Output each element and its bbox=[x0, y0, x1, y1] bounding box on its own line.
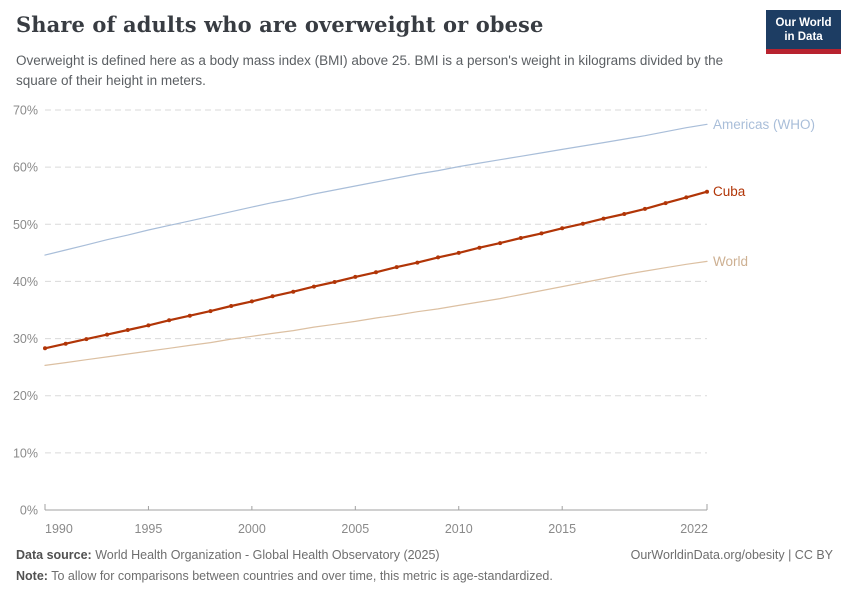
owid-logo-line2: in Data bbox=[784, 31, 823, 43]
series-marker bbox=[229, 304, 234, 308]
series-marker bbox=[332, 280, 337, 284]
y-tick-label-50: 50% bbox=[13, 218, 38, 232]
series-marker bbox=[353, 274, 358, 279]
x-tick-label-1995: 1995 bbox=[135, 522, 163, 536]
owid-logo-line1: Our World bbox=[775, 17, 832, 29]
series-marker bbox=[560, 226, 565, 231]
series-marker bbox=[374, 270, 378, 275]
note-text: To allow for comparisons between countri… bbox=[47, 569, 553, 583]
owid-logo: Our World in Data bbox=[766, 10, 841, 54]
x-tick-label-2010: 2010 bbox=[445, 522, 473, 536]
data-source-label: Data source: bbox=[16, 548, 92, 562]
y-tick-label-70: 70% bbox=[13, 104, 38, 118]
series-marker bbox=[249, 299, 254, 304]
series-marker bbox=[291, 289, 296, 294]
series-marker bbox=[270, 294, 275, 299]
y-tick-label-10: 10% bbox=[13, 446, 38, 460]
chart-footer: Data source: World Health Organization -… bbox=[16, 548, 833, 562]
series-marker bbox=[84, 337, 89, 342]
data-source-text: World Health Organization - Global Healt… bbox=[91, 548, 440, 562]
series-marker bbox=[125, 328, 130, 332]
series-label-americas-who-: Americas (WHO) bbox=[713, 117, 815, 132]
series-marker bbox=[684, 195, 689, 200]
y-tick-label-60: 60% bbox=[13, 161, 38, 175]
series-marker bbox=[601, 216, 606, 221]
series-label-world: World bbox=[713, 254, 748, 269]
chart-subtitle: Overweight is defined here as a body mas… bbox=[16, 53, 724, 88]
x-tick-label-2000: 2000 bbox=[238, 522, 266, 536]
series-marker bbox=[415, 260, 420, 265]
series-marker bbox=[208, 309, 213, 314]
x-tick-label-2022: 2022 bbox=[680, 522, 708, 536]
series-line-world bbox=[44, 260, 708, 366]
series-marker bbox=[311, 284, 316, 289]
series-marker bbox=[394, 265, 399, 270]
series-marker bbox=[146, 323, 151, 328]
x-tick-label-2005: 2005 bbox=[341, 522, 369, 536]
series-line-cuba bbox=[43, 190, 709, 350]
series-marker bbox=[477, 245, 482, 250]
series-marker bbox=[105, 332, 110, 337]
series-marker bbox=[705, 189, 709, 194]
y-tick-label-30: 30% bbox=[13, 332, 38, 346]
page-title: Share of adults who are overweight or ob… bbox=[16, 12, 544, 37]
license-text: OurWorldinData.org/obesity | CC BY bbox=[630, 548, 833, 562]
series-marker bbox=[518, 236, 523, 240]
y-tick-label-40: 40% bbox=[13, 275, 38, 289]
x-tick-label-1990: 1990 bbox=[45, 522, 73, 536]
series-marker bbox=[63, 341, 68, 346]
y-tick-label-0: 0% bbox=[20, 504, 38, 518]
series-marker bbox=[580, 221, 585, 226]
series-marker bbox=[187, 313, 192, 318]
y-tick-label-20: 20% bbox=[13, 389, 38, 403]
series-marker bbox=[539, 231, 544, 236]
chart-note: Note: To allow for comparisons between c… bbox=[16, 569, 553, 583]
series-marker bbox=[642, 206, 647, 211]
x-tick-label-2015: 2015 bbox=[548, 522, 576, 536]
series-marker bbox=[167, 318, 172, 323]
series-line-americas-who- bbox=[44, 123, 708, 256]
series-marker bbox=[456, 250, 461, 255]
series-marker bbox=[622, 212, 627, 216]
series-marker bbox=[663, 201, 668, 206]
series-marker bbox=[43, 346, 47, 351]
data-source-line: Data source: World Health Organization -… bbox=[16, 548, 440, 562]
series-label-cuba: Cuba bbox=[713, 184, 746, 199]
note-label: Note: bbox=[16, 569, 48, 583]
series-marker bbox=[436, 255, 441, 260]
series-marker bbox=[498, 241, 503, 246]
